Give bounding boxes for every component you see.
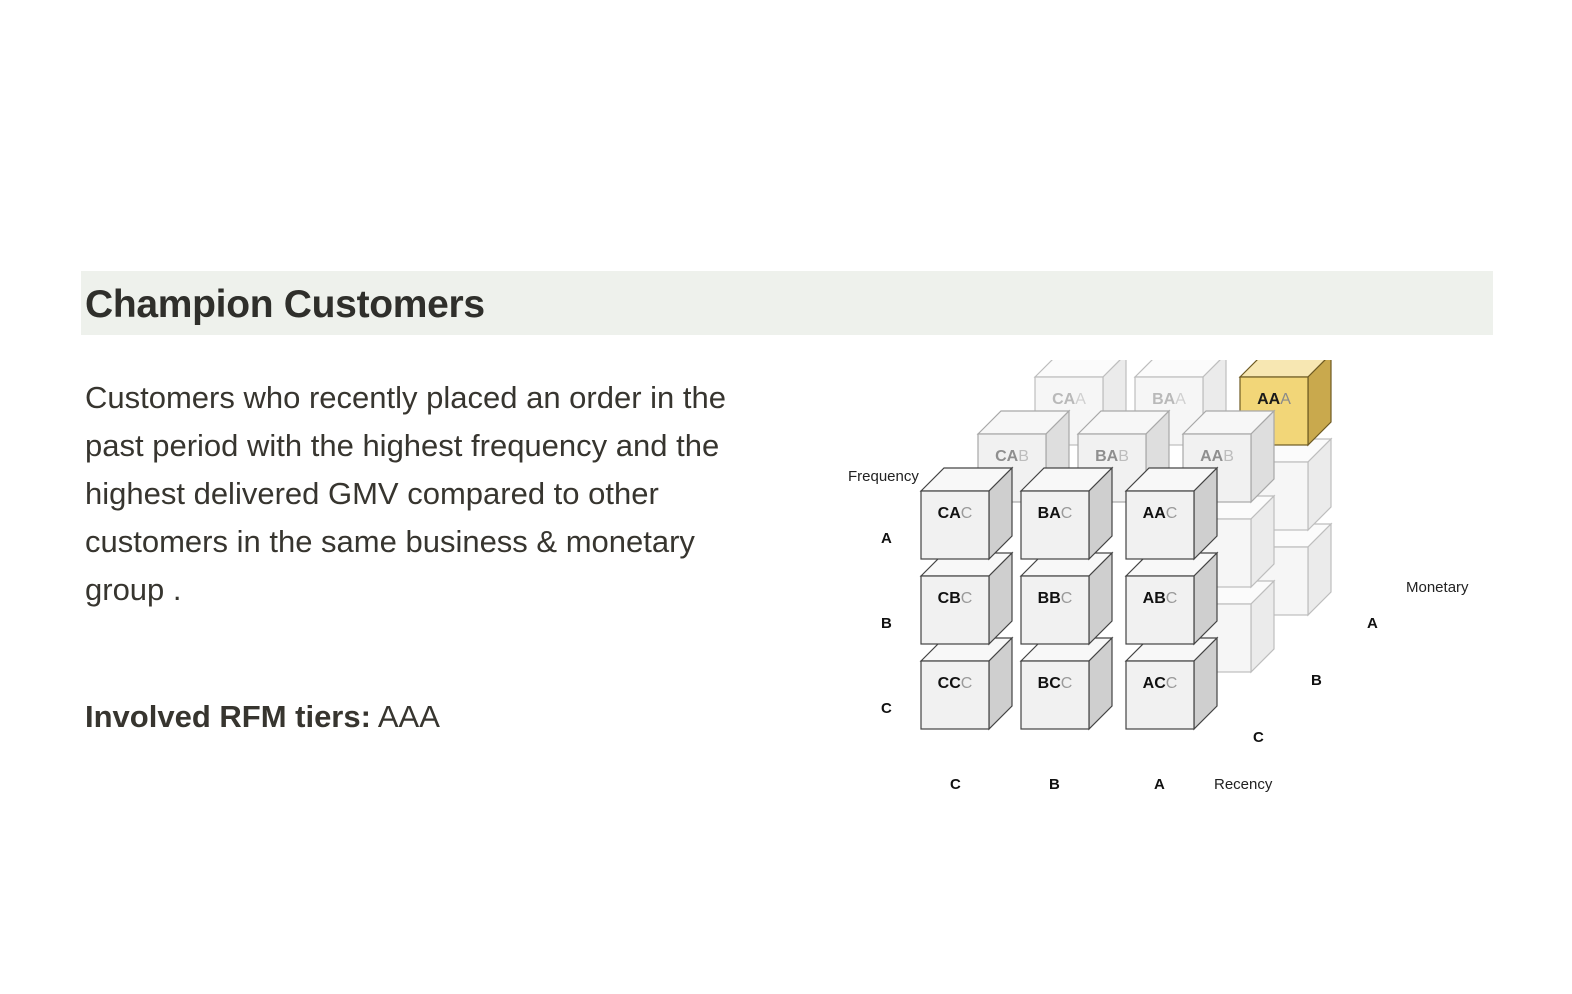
frequency-tick-b: B <box>881 615 892 632</box>
cube-label: CBC <box>938 590 973 607</box>
cube-front: CAC <box>919 466 1014 561</box>
cube-label: ACC <box>1143 675 1178 692</box>
cube-label: AAA <box>1257 391 1291 408</box>
cube-label: AAC <box>1143 505 1178 522</box>
frequency-tick-c: C <box>881 700 892 717</box>
monetary-tick-b: B <box>1311 672 1322 689</box>
monetary-tick-c: C <box>1253 729 1264 746</box>
cube-front: CBC <box>919 551 1014 646</box>
cube-label: BBC <box>1038 590 1073 607</box>
cube-label: ABC <box>1143 590 1178 607</box>
heading-block: Champion Customers <box>81 271 1493 335</box>
cube-label: AAB <box>1200 448 1234 465</box>
cube-label: CAA <box>1052 391 1086 408</box>
frequency-tick-a: A <box>881 530 892 547</box>
rfm-tiers-line: Involved RFM tiers: AAA <box>85 695 440 739</box>
recency-tick-b: B <box>1049 776 1060 793</box>
frequency-axis-label: Frequency <box>848 468 919 485</box>
description-text: Customers who recently placed an order i… <box>85 380 726 607</box>
rfm-tiers-label: Involved RFM tiers: <box>85 699 371 734</box>
cube-front: ACC <box>1124 636 1219 731</box>
page-title: Champion Customers <box>85 283 485 326</box>
monetary-axis-label: Monetary <box>1406 579 1469 596</box>
cube-front: BCC <box>1019 636 1114 731</box>
cube-label: CAC <box>938 505 973 522</box>
cube-label: CAB <box>995 448 1029 465</box>
cube-label: BAA <box>1152 391 1186 408</box>
cube-front: BAC <box>1019 466 1114 561</box>
rfm-tiers-value: AAA <box>377 699 440 734</box>
cube-label: CCC <box>938 675 973 692</box>
recency-tick-a: A <box>1154 776 1165 793</box>
recency-tick-c: C <box>950 776 961 793</box>
cube-layer: CAA BAA AAA CAB BAB AAB CCC BCC ACC CBC BBC ABC CAC B… <box>919 360 1333 731</box>
rfm-cube-diagram: CAA BAA AAA CAB BAB AAB CCC BCC ACC CBC BBC ABC CAC B… <box>830 360 1500 810</box>
cube-label: BCC <box>1038 675 1073 692</box>
monetary-tick-a: A <box>1367 615 1378 632</box>
recency-axis-label: Recency <box>1214 776 1273 793</box>
cube-front: BBC <box>1019 551 1114 646</box>
cube-front: CCC <box>919 636 1014 731</box>
cube-front: ABC <box>1124 551 1219 646</box>
cube-label: BAB <box>1095 448 1129 465</box>
cube-label: BAC <box>1038 505 1073 522</box>
cube-front: AAC <box>1124 466 1219 561</box>
